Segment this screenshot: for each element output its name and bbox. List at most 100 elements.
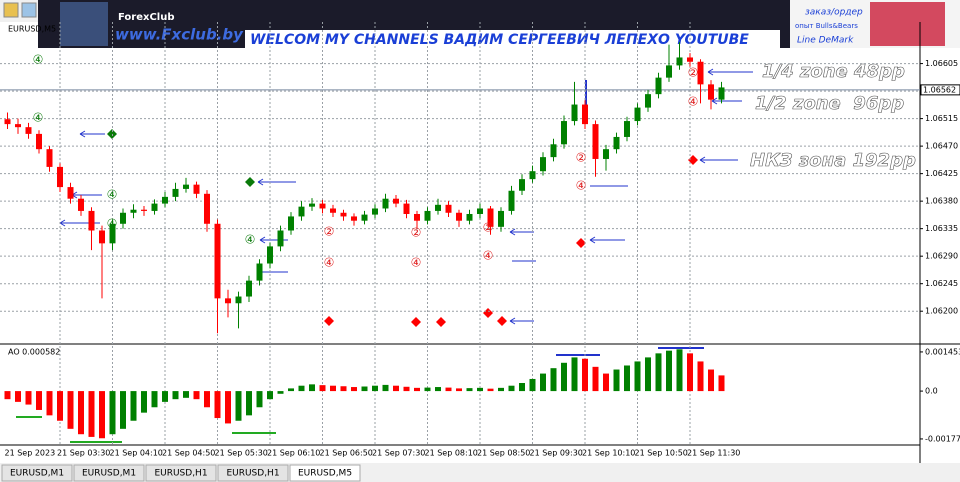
diamond — [411, 317, 421, 327]
candle-body — [718, 87, 725, 100]
banner-site: www.Fxclub.by — [115, 26, 244, 44]
y-tick-label: 1.06515 — [925, 114, 958, 123]
candle-body — [141, 209, 147, 211]
candle-body — [99, 230, 105, 244]
x-tick-label: 21 Sep 06:10 — [267, 449, 320, 458]
ao-bar — [162, 391, 168, 402]
candle-body — [498, 210, 504, 227]
y-tick-label: 0.001453 — [925, 347, 960, 356]
y-tick-label: 1.06425 — [925, 169, 958, 178]
y-tick-label: 1.06605 — [925, 59, 958, 68]
diamond — [576, 238, 586, 248]
tab[interactable] — [1, 464, 73, 482]
x-tick-label: 21 Sep 06:50 — [320, 449, 373, 458]
ao-bar — [319, 385, 326, 392]
candle-body — [393, 198, 399, 204]
ao-bar — [529, 378, 536, 392]
ao-bar — [561, 362, 567, 392]
zone-label: НКЗ зона 192pp — [750, 150, 916, 171]
x-tick-label: 21 Sep 03:30 — [57, 449, 110, 458]
tab[interactable] — [289, 464, 361, 482]
x-tick-label: 21 Sep 08:50 — [477, 449, 530, 458]
ao-bar — [235, 391, 242, 421]
x-tick-label: 21 Sep 2023 — [5, 449, 56, 458]
arrow — [699, 156, 738, 164]
toolbar-icon[interactable] — [21, 2, 37, 18]
arrow — [711, 97, 742, 105]
candle-body — [456, 212, 462, 221]
y-tick-label: 0.0 — [925, 387, 938, 396]
ao-bar — [414, 387, 420, 392]
level-marker: ④ — [245, 233, 256, 247]
ao-bar — [78, 391, 84, 435]
candle-body — [571, 104, 578, 122]
candle-body — [4, 119, 11, 125]
toolbar-icon[interactable] — [3, 2, 19, 18]
ao-bar — [403, 386, 410, 392]
ao-bar — [99, 391, 105, 439]
ao-bar — [487, 388, 494, 392]
ao-bar — [708, 369, 714, 392]
tab[interactable] — [217, 464, 289, 482]
banner-order: заказ/ордер — [805, 8, 863, 18]
ao-bar — [666, 350, 672, 392]
banner-brand: ForexClub — [118, 12, 175, 23]
ao-bar — [613, 369, 620, 392]
tab[interactable] — [73, 464, 145, 482]
ao-bar — [687, 353, 693, 392]
level-marker: ④ — [324, 256, 335, 270]
ao-bar — [424, 387, 431, 392]
ao-bar — [508, 385, 515, 392]
candle-body — [708, 84, 714, 100]
x-tick-label: 21 Sep 08:10 — [425, 449, 478, 458]
ao-bar — [466, 388, 473, 392]
candle-body — [645, 94, 651, 108]
level-marker: ④ — [688, 95, 699, 109]
candle-body — [120, 212, 126, 224]
candle-body — [540, 157, 546, 172]
ao-bar — [46, 391, 53, 416]
candle-body — [162, 196, 168, 204]
tab[interactable] — [145, 464, 217, 482]
candle-body — [624, 121, 630, 137]
ao-bar — [634, 361, 641, 392]
tab-label[interactable]: EURUSD,M5 — [298, 469, 352, 479]
ao-bar — [288, 388, 294, 392]
ao-bar — [204, 391, 210, 408]
ao-bar — [582, 358, 588, 392]
tab-label[interactable]: EURUSD,H1 — [154, 469, 207, 479]
candle-body — [214, 223, 221, 299]
candle-body — [634, 107, 641, 122]
ao-bar — [519, 383, 525, 392]
candle-body — [130, 209, 137, 213]
candle-body — [582, 104, 588, 125]
candle-body — [151, 203, 158, 211]
ao-bar — [183, 391, 189, 398]
ao-bar — [15, 391, 21, 402]
candle-body — [267, 246, 273, 264]
ao-bar — [571, 357, 578, 392]
diamond — [324, 316, 334, 326]
zone-label: 1/2 zone 96pp — [755, 93, 904, 114]
y-tick-label: 1.06470 — [925, 142, 958, 151]
x-tick-label: 21 Sep 09:30 — [530, 449, 583, 458]
tab-label[interactable]: EURUSD,M1 — [82, 469, 136, 479]
arrow — [509, 317, 534, 325]
x-tick-label: 21 Sep 10:50 — [635, 449, 688, 458]
ao-bar — [655, 353, 662, 392]
diamond — [245, 177, 255, 187]
candle-body — [676, 57, 683, 66]
candle-body — [466, 213, 473, 221]
ao-bar — [36, 391, 42, 410]
level-marker: ④ — [576, 179, 587, 193]
banner-experience: опыт Bulls&Bears — [795, 22, 858, 30]
tab-label[interactable]: EURUSD,H1 — [226, 469, 279, 479]
diamond — [497, 316, 507, 326]
y-tick-label: 1.06200 — [925, 307, 958, 316]
x-tick-label: 21 Sep 04:10 — [110, 449, 163, 458]
tab-label[interactable]: EURUSD,M1 — [10, 469, 64, 479]
ao-bar — [351, 387, 357, 392]
ao-bar — [256, 391, 263, 408]
y-tick-label: 1.06335 — [925, 224, 958, 233]
